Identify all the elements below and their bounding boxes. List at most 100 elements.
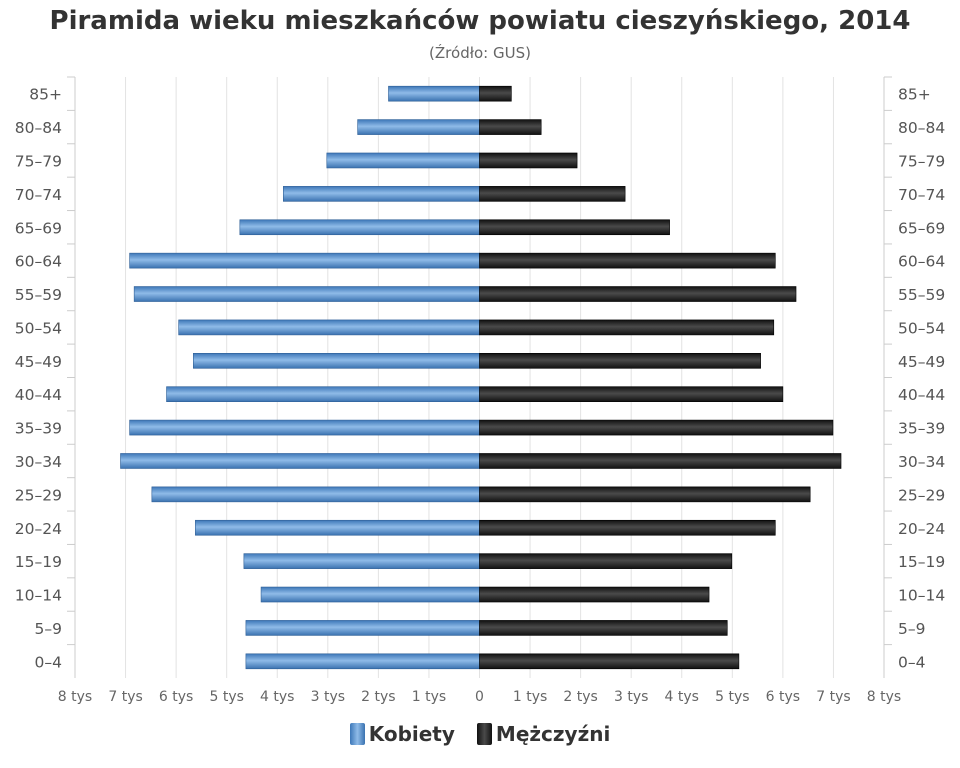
y-category-label-left: 0–4 [35, 653, 62, 671]
bar-men[interactable] [479, 519, 776, 536]
bar-women[interactable] [283, 186, 480, 202]
bar-men[interactable] [479, 653, 740, 670]
bar-women[interactable] [326, 152, 480, 169]
y-category-label-right: 75–79 [898, 152, 945, 170]
legend-label-men: Mężczyźni [495, 722, 611, 746]
bar-women[interactable] [245, 620, 480, 636]
y-category-label-left: 15–19 [15, 553, 62, 571]
y-category-label-left: 65–69 [15, 219, 62, 237]
y-category-label-right: 10–14 [898, 587, 945, 605]
x-tick-label: 1 tys [412, 689, 446, 705]
bar-men[interactable] [479, 453, 842, 469]
bar-women[interactable] [151, 486, 480, 503]
bar-men[interactable] [479, 386, 784, 402]
bar-women[interactable] [388, 85, 480, 102]
y-category-label-right: 0–4 [898, 653, 925, 671]
x-tick-label: 3 tys [614, 689, 648, 705]
y-category-label-left: 25–29 [15, 486, 62, 504]
x-tick-label: 2 tys [563, 689, 597, 705]
x-tick-label: 8 tys [867, 689, 901, 705]
y-category-label-right: 45–49 [898, 353, 945, 371]
bar-women[interactable] [260, 586, 480, 603]
bar-men[interactable] [479, 219, 670, 236]
bar-men[interactable] [479, 152, 578, 169]
bar-men[interactable] [479, 586, 710, 603]
y-category-label-right: 40–44 [898, 386, 945, 404]
bar-women[interactable] [129, 419, 480, 436]
bar-men[interactable] [479, 319, 775, 336]
x-tick-label: 2 tys [361, 689, 395, 705]
y-category-label-left: 30–34 [15, 453, 62, 471]
y-category-label-right: 55–59 [898, 286, 945, 304]
chart-subtitle: (Źródło: GUS) [429, 44, 531, 62]
legend-item-women[interactable]: Kobiety [349, 722, 455, 746]
bar-men[interactable] [479, 286, 797, 302]
axes [67, 76, 892, 678]
bar-men[interactable] [479, 186, 626, 202]
x-tick-label: 0 [475, 689, 484, 705]
x-tick-label: 4 tys [260, 689, 294, 705]
chart-title: Piramida wieku mieszkańców powiatu ciesz… [49, 6, 911, 36]
bar-women[interactable] [239, 219, 480, 236]
bar-women[interactable] [195, 519, 480, 536]
y-category-label-left: 70–74 [15, 186, 62, 204]
y-category-label-left: 35–39 [15, 420, 62, 438]
y-category-label-left: 45–49 [15, 353, 62, 371]
y-category-label-right: 30–34 [898, 453, 945, 471]
legend-label-women: Kobiety [368, 722, 455, 746]
bar-men[interactable] [479, 252, 776, 269]
x-tick-label: 3 tys [311, 689, 345, 705]
y-category-label-left: 85+ [29, 86, 62, 104]
bar-men[interactable] [479, 119, 542, 135]
x-tick-label: 6 tys [159, 689, 193, 705]
bar-men[interactable] [479, 85, 512, 102]
bar-women[interactable] [243, 553, 480, 569]
y-category-label-left: 10–14 [15, 587, 62, 605]
y-category-label-right: 85+ [898, 86, 931, 104]
bar-men[interactable] [479, 486, 811, 503]
bar-women[interactable] [133, 286, 480, 302]
y-category-label-right: 70–74 [898, 186, 945, 204]
y-category-label-right: 5–9 [898, 620, 925, 638]
y-category-label-left: 40–44 [15, 386, 62, 404]
x-tick-label: 4 tys [665, 689, 699, 705]
x-tick-label: 5 tys [209, 689, 243, 705]
y-category-label-left: 5–9 [35, 620, 62, 638]
bar-men[interactable] [479, 353, 761, 369]
y-category-label-left: 20–24 [15, 520, 62, 538]
y-category-label-left: 60–64 [15, 253, 62, 271]
y-category-label-left: 50–54 [15, 319, 62, 337]
y-category-label-right: 20–24 [898, 520, 945, 538]
y-category-label-right: 80–84 [898, 119, 945, 137]
bar-women[interactable] [166, 386, 480, 402]
y-category-label-right: 15–19 [898, 553, 945, 571]
y-category-label-left: 80–84 [15, 119, 62, 137]
bar-men[interactable] [479, 553, 733, 569]
x-tick-label: 1 tys [513, 689, 547, 705]
bar-women[interactable] [193, 353, 480, 369]
y-category-label-left: 55–59 [15, 286, 62, 304]
bar-women[interactable] [120, 453, 480, 469]
legend-swatch-men [476, 723, 492, 745]
y-category-label-right: 50–54 [898, 319, 945, 337]
bar-women[interactable] [357, 119, 480, 135]
bars [120, 85, 842, 670]
x-tick-label: 7 tys [108, 689, 142, 705]
bar-men[interactable] [479, 419, 834, 436]
bar-men[interactable] [479, 620, 728, 636]
legend-swatch-women [349, 723, 365, 745]
bar-women[interactable] [129, 252, 480, 269]
y-category-label-right: 60–64 [898, 253, 945, 271]
x-tick-label: 7 tys [816, 689, 850, 705]
legend-item-men[interactable]: Mężczyźni [476, 722, 611, 746]
y-category-label-right: 35–39 [898, 420, 945, 438]
bar-women[interactable] [178, 319, 480, 336]
y-category-label-right: 25–29 [898, 486, 945, 504]
y-category-label-right: 65–69 [898, 219, 945, 237]
x-tick-label: 5 tys [715, 689, 749, 705]
x-tick-label: 8 tys [58, 689, 92, 705]
bar-women[interactable] [245, 653, 480, 670]
x-tick-label: 6 tys [766, 689, 800, 705]
y-category-label-left: 75–79 [15, 152, 62, 170]
